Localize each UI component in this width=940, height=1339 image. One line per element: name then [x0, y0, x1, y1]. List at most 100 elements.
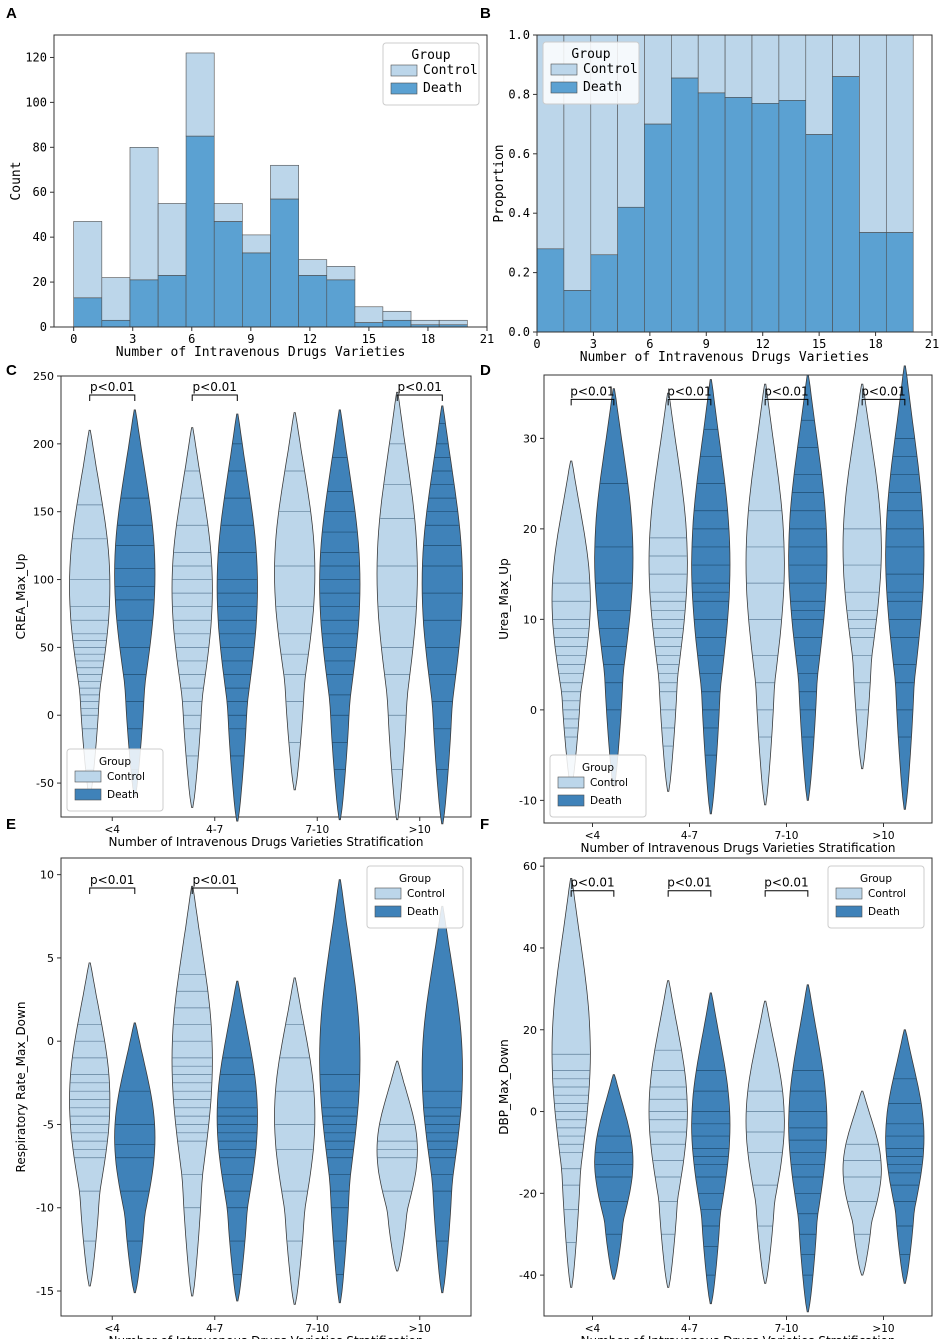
legend-label-death: Death — [583, 80, 622, 95]
y-tick-label: 1.0 — [508, 28, 530, 42]
death-bar — [644, 123, 672, 333]
axes-frame — [536, 34, 933, 333]
violin-body — [788, 374, 828, 801]
p-value-label: p<0.01 — [570, 876, 614, 890]
y-tick-label: 10 — [40, 869, 54, 882]
death-bar — [185, 135, 215, 328]
violin-control — [376, 1060, 418, 1272]
x-tick-label: <4 — [105, 824, 121, 836]
panel-A: 0 3 6 9 12 15 18 21 0 20 40 60 80 100 120 Number of Int… — [6, 5, 494, 360]
significance-bracket: p<0.01 — [667, 384, 712, 406]
violin-body — [551, 460, 591, 788]
x-tick-label: 7-10 — [775, 830, 799, 842]
p-value-label: p<0.01 — [90, 873, 134, 887]
violin-body — [691, 379, 731, 815]
violin-body — [376, 1060, 418, 1272]
control-bar — [157, 203, 187, 276]
legend-label-death: Death — [868, 906, 900, 918]
violin-body — [216, 413, 258, 822]
y-tick-label: 30 — [523, 432, 537, 445]
bracket-line — [667, 890, 712, 897]
x-tick-label: >10 — [409, 1323, 431, 1335]
x-tick-label: 0 — [70, 332, 77, 346]
control-bar — [410, 319, 440, 326]
p-value-label: p<0.01 — [193, 873, 237, 887]
significance-bracket: p<0.01 — [191, 873, 238, 894]
x-tick-label: 6 — [188, 332, 195, 346]
p-value-label: p<0.01 — [764, 876, 808, 890]
significance-bracket: p<0.01 — [667, 876, 712, 897]
violin-body — [376, 391, 418, 821]
panel-E: p<0.01 p<0.01 <4 4-7 7-10 >10 -15 -10 -5 0 5 10 Numb… — [6, 816, 472, 1339]
y-tick-label: 0 — [47, 1035, 54, 1048]
violin-death — [788, 984, 828, 1313]
axes-frame — [543, 374, 933, 824]
control-bar — [129, 147, 159, 281]
x-tick-label: 4-7 — [206, 1323, 223, 1335]
legend: Group Control Death — [549, 754, 647, 818]
axes-frame — [60, 857, 472, 1317]
x-tick-label: <4 — [585, 1323, 601, 1335]
death-bar — [590, 254, 618, 333]
control-bar — [778, 34, 807, 101]
x-axis-label: Number of Intravenous Drugs Varieties — [580, 350, 870, 365]
violin-death — [594, 388, 634, 788]
y-axis-label: Urea_Max_Up — [497, 558, 511, 639]
violin-control — [69, 429, 111, 797]
death-bar — [213, 221, 243, 328]
legend-title: Group — [99, 756, 131, 768]
panel-C: p<0.01 p<0.01 p<0.01 <4 4-7 7-10 >10 -50 0 50 100 1… — [6, 362, 472, 849]
y-tick-label: 0.0 — [508, 325, 530, 339]
y-tick-label: 0 — [530, 704, 537, 717]
legend-swatch-control — [835, 887, 863, 900]
violin-body — [171, 427, 213, 808]
significance-bracket: p<0.01 — [570, 384, 615, 406]
legend-title: Group — [571, 47, 610, 62]
control-bar — [859, 34, 887, 233]
panel-F: p<0.01 p<0.01 p<0.01 <4 4-7 7-10 >10 -40 -20 0 20 4… — [480, 816, 933, 1339]
bracket-line — [191, 887, 238, 894]
y-tick-label: -50 — [36, 777, 54, 790]
control-bar — [724, 34, 753, 98]
legend: Group Control Death — [66, 748, 164, 812]
x-tick-label: 15 — [362, 332, 376, 346]
violin-body — [421, 905, 463, 1294]
p-value-label: p<0.01 — [667, 876, 711, 890]
x-axis-label: Number of Intravenous Drugs Varieties St… — [108, 835, 423, 849]
death-bar — [382, 319, 412, 328]
legend-swatch-control — [390, 64, 418, 77]
violin-body — [551, 878, 591, 1288]
legend-swatch-control — [557, 776, 585, 789]
death-bar — [805, 134, 833, 333]
control-bar — [382, 310, 412, 321]
death-bar — [129, 279, 159, 328]
x-axis-label: Number of Intravenous Drugs Varieties St… — [580, 841, 895, 855]
x-tick-label: 18 — [868, 337, 882, 351]
legend: Group Control Death — [366, 865, 464, 929]
violin-death — [216, 980, 258, 1302]
violin-body — [274, 412, 316, 791]
violin-body — [648, 980, 688, 1288]
y-tick-label: 0.6 — [508, 147, 530, 161]
y-tick-label: 0 — [40, 320, 47, 334]
death-bar — [101, 319, 131, 328]
legend-title: Group — [399, 873, 431, 885]
x-tick-label: 4-7 — [681, 1323, 698, 1335]
control-bar — [670, 34, 699, 79]
panel-letter: C — [6, 362, 17, 379]
y-tick-label: 40 — [33, 230, 47, 244]
x-tick-label: 3 — [129, 332, 136, 346]
y-tick-label: 50 — [40, 641, 54, 654]
control-bar — [242, 234, 271, 254]
bracket-line — [89, 394, 136, 401]
y-tick-label: 10 — [523, 613, 537, 626]
y-tick-label: 60 — [33, 185, 47, 199]
significance-bracket: p<0.01 — [764, 876, 809, 897]
violin-body — [114, 409, 156, 797]
violin-control — [551, 460, 591, 788]
x-tick-label: >10 — [409, 824, 431, 836]
violin-control — [745, 1000, 785, 1284]
x-axis-label: Number of Intravenous Drugs Varieties St… — [580, 1334, 895, 1339]
bracket-line — [764, 398, 809, 406]
significance-bracket: p<0.01 — [764, 384, 809, 406]
